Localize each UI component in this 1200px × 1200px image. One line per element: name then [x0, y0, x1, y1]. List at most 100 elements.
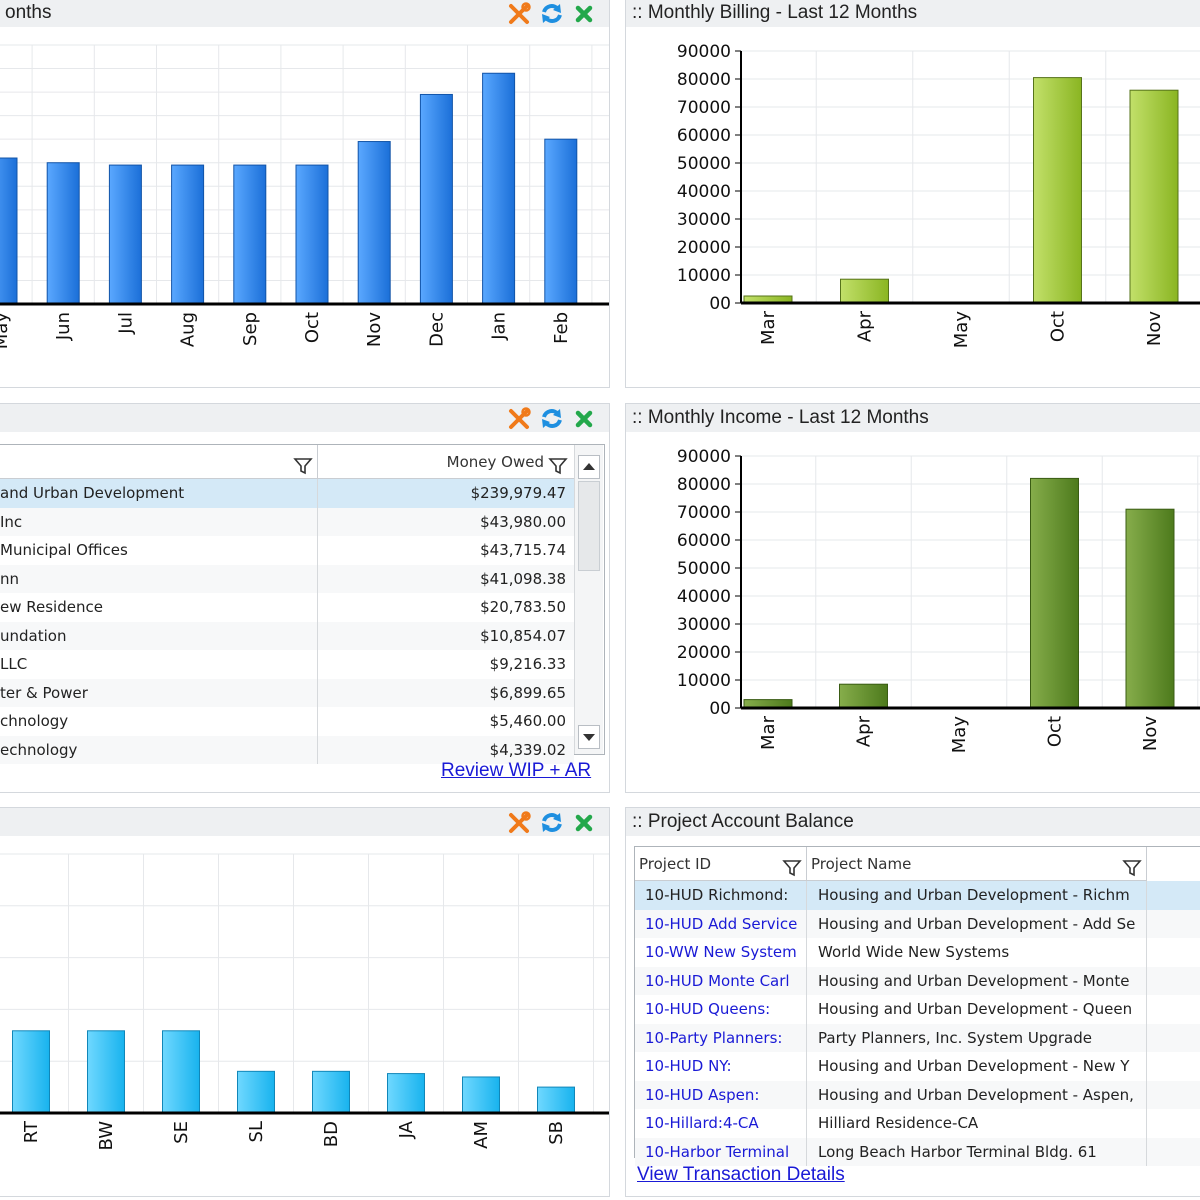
project-id-link[interactable]: 10-WW New System — [645, 943, 797, 961]
money-owed-cell: $43,715.74 — [480, 541, 566, 559]
panel-title: :: Project Account Balance — [626, 808, 1200, 836]
bar — [171, 164, 205, 305]
refresh-icon[interactable] — [539, 810, 565, 836]
table-row[interactable]: echnology $4,339.02 — [0, 735, 574, 764]
client-name-cell: chnology — [0, 707, 318, 736]
project-id-link[interactable]: 10-HUD Monte Carl — [645, 971, 790, 990]
client-name-cell: LLC — [0, 650, 318, 679]
x-tick-label: AM — [471, 1121, 492, 1149]
money-owed-cell: $4,339.02 — [489, 740, 566, 759]
client-name-cell: undation — [0, 621, 318, 650]
wrench-screwdriver-icon[interactable] — [507, 811, 531, 835]
panel-money-owed: Money Owed and Urban Development $239,979… — [0, 403, 610, 793]
project-name-cell: Housing and Urban Development - Richm — [818, 886, 1130, 904]
panel-title — [0, 404, 609, 432]
close-icon[interactable] — [573, 408, 595, 430]
x-tick-label: Aug — [178, 312, 199, 347]
column-divider — [806, 995, 807, 1024]
project-name-cell: World Wide New Systems — [818, 943, 1010, 961]
table-row[interactable]: 10-HUD Monte Carl Housing and Urban Devel… — [635, 966, 1200, 995]
table-row[interactable]: LLC $9,216.33 — [0, 650, 574, 679]
project-name-cell: Long Beach Harbor Terminal Bldg. 61 — [818, 1142, 1097, 1161]
filter-icon[interactable] — [782, 855, 802, 880]
column-divider — [806, 1080, 807, 1109]
table-row[interactable]: ew Residence $20,783.50 — [0, 593, 574, 622]
table-row[interactable]: 10-Harbor Terminal Long Beach Harbor Term… — [635, 1137, 1200, 1166]
money-owed-cell: $9,216.33 — [489, 655, 566, 673]
table-row[interactable]: 10-HUD Richmond: Housing and Urban Develo… — [635, 881, 1200, 910]
y-tick-label: 00 — [709, 699, 731, 719]
table-row[interactable]: undation $10,854.07 — [0, 621, 574, 650]
view-transaction-details-link[interactable]: View Transaction Details — [637, 1164, 845, 1185]
money-owed-grid: Money Owed and Urban Development $239,979… — [0, 444, 605, 764]
scroll-down-button[interactable] — [578, 725, 600, 749]
column-divider — [1146, 1137, 1147, 1166]
bar — [233, 164, 267, 305]
project-id-link[interactable]: 10-HUD Aspen: — [645, 1085, 760, 1104]
x-tick-label: Jun — [53, 312, 74, 341]
table-row[interactable]: 10-HUD Aspen: Housing and Urban Developme… — [635, 1080, 1200, 1109]
x-tick-label: Apr — [854, 715, 875, 747]
filter-icon[interactable] — [1122, 855, 1142, 880]
table-row[interactable]: chnology $5,460.00 — [0, 707, 574, 736]
project-id-link[interactable]: 10-HUD Richmond: — [645, 886, 789, 904]
project-id-link[interactable]: 10-HUD Queens: — [645, 1000, 771, 1018]
column-header-name[interactable] — [0, 445, 318, 479]
x-tick-label: May — [951, 311, 972, 349]
scroll-up-button[interactable] — [578, 455, 600, 479]
x-tick-label: Jul — [115, 312, 136, 335]
bar — [237, 1070, 275, 1114]
table-row[interactable]: Inc $43,980.00 — [0, 507, 574, 536]
table-row[interactable]: 10-Hillard:4-CA Hilliard Residence-CA — [635, 1109, 1200, 1138]
vertical-scrollbar[interactable] — [574, 445, 603, 754]
table-row[interactable]: ter & Power $6,899.65 — [0, 678, 574, 707]
bar — [162, 1030, 200, 1114]
bar — [357, 141, 391, 305]
project-name-cell: Housing and Urban Development - Aspen, — [818, 1085, 1134, 1104]
x-tick-label: Nov — [1140, 716, 1161, 751]
x-tick-label: SB — [546, 1121, 567, 1145]
x-tick-label: Jan — [489, 312, 510, 341]
y-tick-label: 90000 — [677, 447, 731, 467]
close-icon[interactable] — [573, 812, 595, 834]
column-divider — [806, 1109, 807, 1138]
table-row[interactable]: Municipal Offices $43,715.74 — [0, 536, 574, 565]
refresh-icon[interactable] — [539, 406, 565, 432]
scroll-thumb[interactable] — [578, 481, 600, 571]
column-header-money-owed[interactable]: Money Owed — [318, 445, 574, 479]
filter-icon[interactable] — [548, 453, 568, 478]
project-name-cell: Hilliard Residence-CA — [818, 1114, 979, 1132]
panel-monthly-chart: onths May Jun Jul Aug Sep Oct Nov Dec Jan Feb — [0, 0, 610, 388]
table-row[interactable]: nn $41,098.38 — [0, 564, 574, 593]
table-row[interactable]: 10-WW New System World Wide New Systems — [635, 938, 1200, 967]
panel-project-account-balance: :: Project Account Balance Project ID Pr… — [625, 807, 1200, 1197]
project-id-link[interactable]: 10-Harbor Terminal — [645, 1142, 790, 1161]
x-tick-label: Nov — [1144, 311, 1165, 346]
wrench-screwdriver-icon[interactable] — [507, 407, 531, 431]
table-row[interactable]: and Urban Development $239,979.47 — [0, 479, 574, 508]
y-tick-label: 20000 — [677, 643, 731, 663]
review-wip-ar-link[interactable]: Review WIP + AR — [441, 760, 592, 781]
table-row[interactable]: 10-HUD NY: Housing and Urban Development … — [635, 1052, 1200, 1081]
project-id-link[interactable]: 10-HUD NY: — [645, 1057, 732, 1075]
bar — [839, 683, 888, 709]
filter-icon[interactable] — [293, 453, 313, 478]
y-tick-label: 70000 — [677, 503, 731, 523]
money-owed-cell: $20,783.50 — [480, 598, 566, 616]
project-name-cell: Party Planners, Inc. System Upgrade — [818, 1028, 1092, 1047]
table-row[interactable]: 10-Party Planners: Party Planners, Inc. S… — [635, 1023, 1200, 1052]
column-header-project-id[interactable]: Project ID — [635, 847, 807, 881]
project-id-link[interactable]: 10-Party Planners: — [645, 1028, 783, 1047]
y-tick-label: 40000 — [677, 587, 731, 607]
bar — [87, 1030, 125, 1114]
y-tick-label: 80000 — [677, 475, 731, 495]
column-header-project-name[interactable]: Project Name — [807, 847, 1147, 881]
table-row[interactable]: 10-HUD Queens: Housing and Urban Developm… — [635, 995, 1200, 1024]
project-id-link[interactable]: 10-Hillard:4-CA — [645, 1114, 759, 1132]
refresh-icon[interactable] — [539, 1, 565, 27]
close-icon[interactable] — [573, 3, 595, 25]
table-row[interactable]: 10-HUD Add Service Housing and Urban Deve… — [635, 909, 1200, 938]
x-tick-label: Oct — [1045, 716, 1066, 747]
wrench-screwdriver-icon[interactable] — [507, 2, 531, 26]
project-id-link[interactable]: 10-HUD Add Service — [645, 914, 798, 933]
